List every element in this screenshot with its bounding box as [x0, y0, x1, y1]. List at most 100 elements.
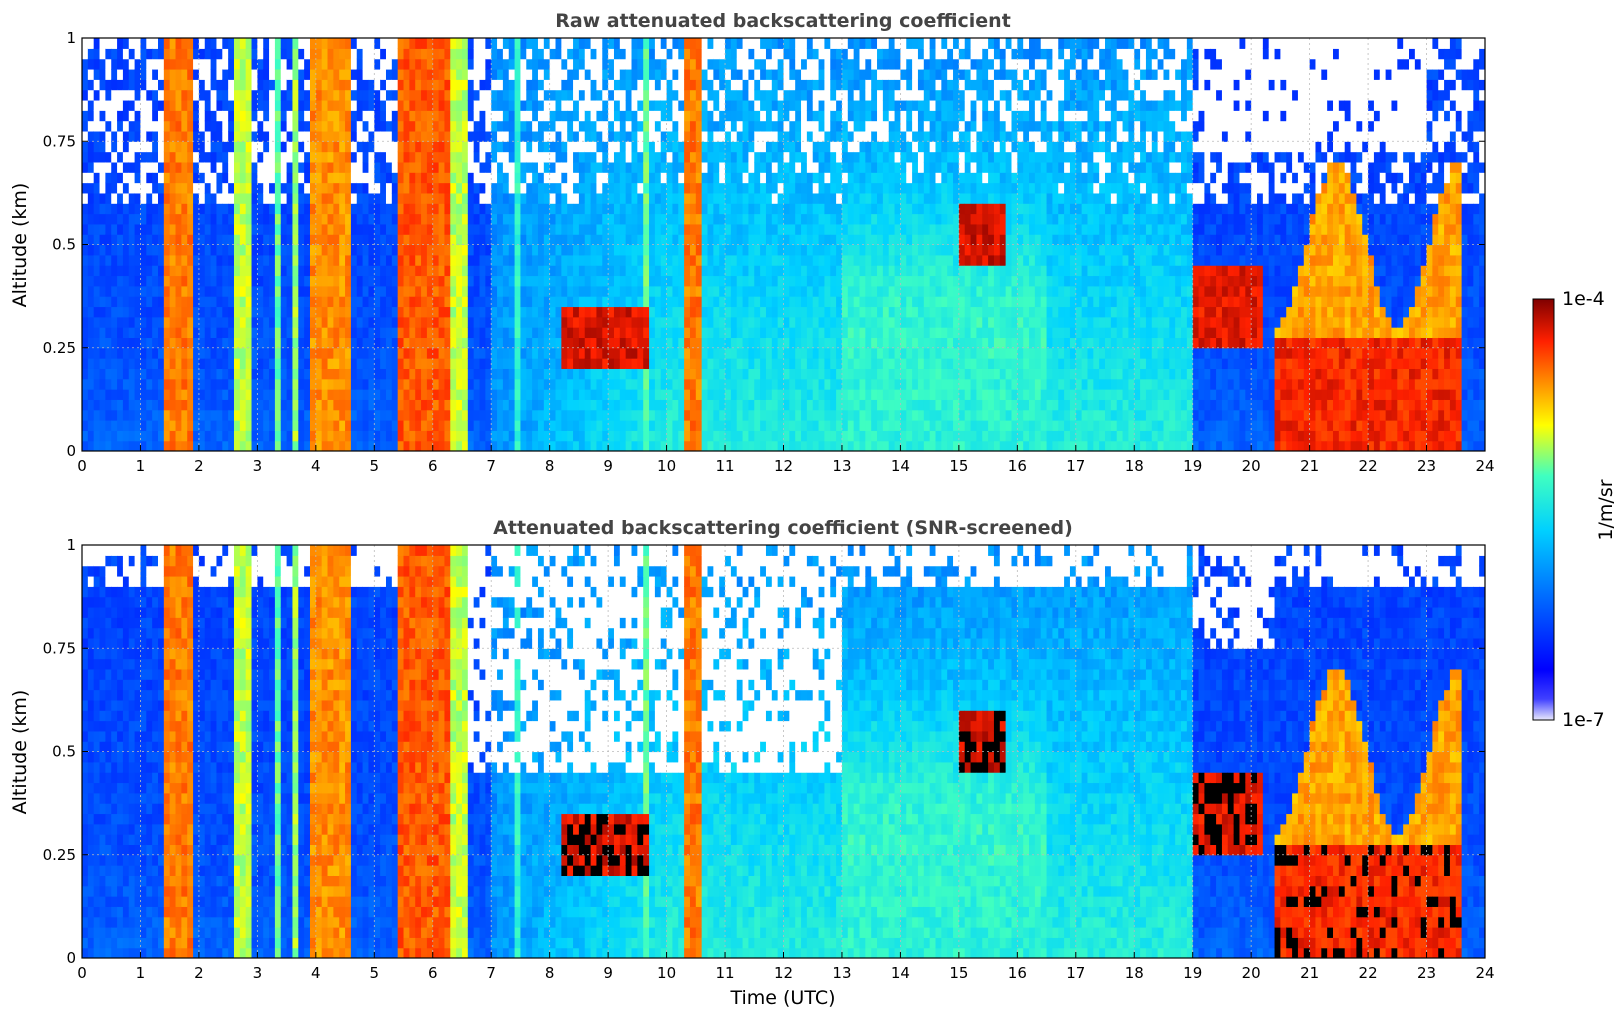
heatmap-cell	[537, 141, 545, 153]
heatmap-cell	[122, 151, 130, 163]
heatmap-cell	[508, 213, 516, 225]
heatmap-cell	[725, 265, 732, 277]
heatmap-cell	[263, 234, 270, 246]
heatmap-cell	[163, 141, 171, 153]
heatmap-cell	[222, 285, 229, 297]
heatmap-cell	[719, 120, 726, 132]
heatmap-cell	[537, 306, 545, 318]
heatmap-cell	[263, 254, 270, 266]
heatmap-cell	[263, 192, 270, 204]
heatmap-cell	[175, 265, 182, 277]
heatmap-cell	[573, 38, 580, 49]
heatmap-cell	[193, 203, 200, 215]
heatmap-cell	[684, 203, 691, 215]
heatmap-cell	[111, 110, 118, 122]
heatmap-cell	[198, 430, 206, 442]
heatmap-cell	[362, 296, 370, 308]
heatmap-cell	[508, 409, 516, 421]
heatmap-cell	[730, 161, 738, 173]
heatmap-cell	[573, 399, 580, 411]
heatmap-cell	[619, 223, 627, 235]
heatmap-cell	[257, 285, 264, 297]
heatmap-cell	[309, 265, 317, 277]
heatmap-cell	[181, 234, 188, 246]
heatmap-cell	[596, 358, 603, 369]
heatmap-cell	[596, 440, 603, 451]
heatmap-cell	[187, 358, 194, 369]
heatmap-cell	[146, 234, 153, 246]
heatmap-cell	[473, 48, 481, 60]
heatmap-cell	[555, 141, 562, 153]
heatmap-cell	[467, 58, 475, 70]
heatmap-cell	[140, 296, 147, 308]
heatmap-cell	[561, 275, 568, 287]
heatmap-cell	[520, 430, 527, 442]
heatmap-cell	[105, 89, 112, 101]
heatmap-cell	[485, 368, 492, 380]
heatmap-cell	[771, 316, 779, 328]
heatmap-cell	[345, 296, 352, 308]
heatmap-cell	[368, 161, 375, 173]
heatmap-cell	[222, 265, 229, 277]
heatmap-cell	[497, 358, 504, 369]
heatmap-cell	[555, 275, 562, 287]
heatmap-cell	[380, 409, 387, 421]
heatmap-cell	[421, 368, 428, 380]
heatmap-cell	[631, 151, 638, 163]
heatmap-cell	[643, 182, 650, 194]
heatmap-cell	[725, 110, 732, 122]
heatmap-cell	[801, 151, 808, 163]
heatmap-cell	[269, 440, 276, 451]
heatmap-cell	[368, 244, 375, 256]
heatmap-cell	[689, 389, 697, 400]
heatmap-cell	[748, 378, 755, 390]
heatmap-cell	[730, 389, 738, 400]
heatmap-cell	[315, 120, 323, 132]
heatmap-cell	[181, 275, 188, 287]
heatmap-cell	[485, 79, 492, 91]
heatmap-cell	[444, 141, 451, 153]
heatmap-cell	[777, 110, 785, 122]
heatmap-cell	[549, 172, 557, 184]
heatmap-cell	[222, 89, 229, 101]
heatmap-cell	[602, 48, 609, 60]
heatmap-cell	[678, 223, 685, 235]
heatmap-cell	[105, 99, 112, 111]
heatmap-cell	[567, 316, 574, 328]
heatmap-cell	[233, 192, 241, 204]
heatmap-cell	[532, 151, 539, 163]
heatmap-cell	[795, 399, 802, 411]
heatmap-cell	[514, 68, 522, 80]
heatmap-cell	[327, 120, 334, 132]
heatmap-cell	[555, 234, 562, 246]
heatmap-cell	[602, 327, 609, 339]
heatmap-cell	[292, 234, 299, 246]
heatmap-cell	[637, 79, 644, 91]
heatmap-cell	[345, 89, 352, 101]
heatmap-cell	[619, 378, 627, 390]
heatmap-cell	[368, 130, 375, 142]
heatmap-cell	[754, 130, 761, 142]
heatmap-cell	[608, 38, 615, 49]
heatmap-cell	[315, 38, 323, 49]
heatmap-cell	[672, 420, 679, 431]
heatmap-cell	[438, 285, 446, 297]
heatmap-cell	[596, 254, 603, 266]
heatmap-cell	[426, 192, 434, 204]
heatmap-cell	[210, 48, 218, 60]
heatmap-cell	[432, 141, 440, 153]
heatmap-cell	[117, 38, 124, 49]
heatmap-cell	[263, 182, 270, 194]
heatmap-cell	[666, 130, 674, 142]
heatmap-cell	[210, 430, 218, 442]
heatmap-cell	[555, 223, 562, 235]
heatmap-cell	[415, 337, 422, 349]
heatmap-cell	[754, 368, 761, 380]
heatmap-cell	[128, 378, 136, 390]
heatmap-cell	[573, 316, 580, 328]
heatmap-cell	[368, 358, 375, 369]
heatmap-cell	[122, 244, 130, 256]
heatmap-cell	[584, 79, 592, 91]
heatmap-cell	[99, 89, 106, 101]
heatmap-cell	[163, 151, 171, 163]
